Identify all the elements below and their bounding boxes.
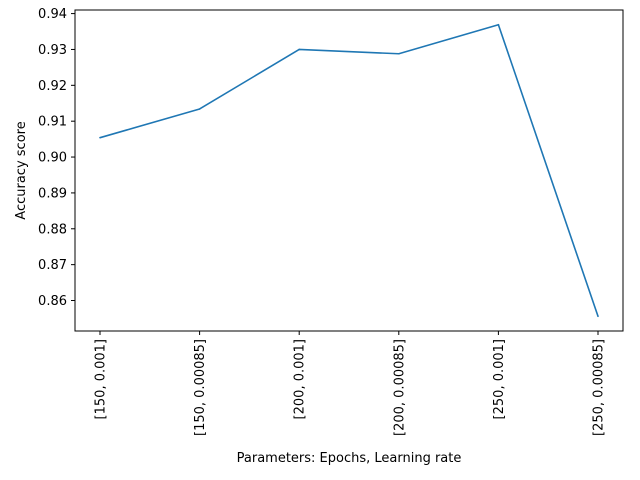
x-axis-label: Parameters: Epochs, Learning rate	[237, 451, 462, 466]
y-tick-label: 0.86	[38, 294, 67, 309]
y-tick-label: 0.90	[38, 151, 67, 166]
y-tick-label: 0.93	[38, 43, 67, 58]
series-line-accuracy	[99, 23, 599, 317]
series-points	[99, 23, 599, 318]
data-point	[398, 52, 400, 55]
y-tick-label: 0.92	[38, 79, 67, 94]
y-tick-label: 0.87	[38, 258, 67, 273]
plot-area	[74, 9, 624, 332]
data-point	[497, 23, 500, 26]
y-axis: 0.86 0.87 0.88 0.89 0.90 0.91 0.92 0.93 0.94	[38, 7, 75, 309]
x-tick-label: [200, 0.001]	[293, 339, 308, 419]
data-point	[298, 48, 301, 51]
y-tick-label: 0.94	[38, 7, 67, 22]
x-tick-label: [150, 0.001]	[94, 339, 109, 419]
x-tick-label: [250, 0.00085]	[592, 339, 607, 436]
x-tick-label: [150, 0.00085]	[193, 339, 208, 436]
x-tick-label: [250, 0.001]	[492, 339, 507, 419]
x-tick-label: [200, 0.00085]	[392, 339, 407, 436]
x-axis: [150, 0.001] [150, 0.00085] [200, 0.001] [2…	[94, 331, 607, 436]
data-point	[198, 108, 201, 110]
y-tick-label: 0.89	[38, 186, 67, 201]
y-tick-label: 0.88	[38, 222, 67, 237]
data-point	[597, 315, 599, 318]
data-point	[99, 136, 101, 139]
y-tick-label: 0.91	[38, 115, 67, 130]
y-axis-label: Accuracy score	[14, 121, 29, 219]
